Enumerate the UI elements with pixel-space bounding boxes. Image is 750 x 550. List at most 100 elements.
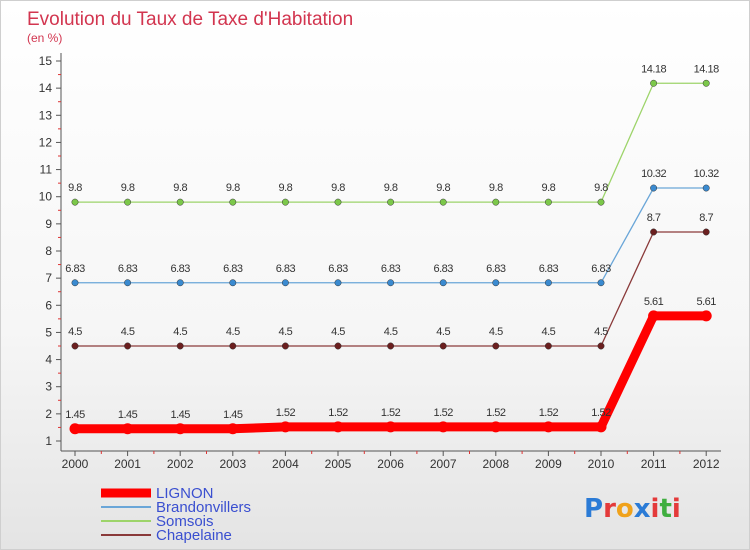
- data-point: [439, 279, 447, 287]
- data-point: [334, 279, 342, 287]
- data-label: 6.83: [276, 263, 296, 275]
- data-point: [229, 342, 237, 350]
- data-label: 4.5: [542, 326, 556, 338]
- x-tick-label: 2012: [693, 457, 720, 471]
- y-tick-label: 10: [39, 190, 53, 204]
- data-point: [702, 79, 710, 87]
- data-point: [650, 79, 658, 87]
- y-tick-label: 11: [40, 163, 53, 177]
- data-label: 4.5: [279, 326, 293, 338]
- data-point: [439, 342, 447, 350]
- data-label: 4.5: [121, 326, 135, 338]
- data-point: [71, 198, 79, 206]
- data-point: [597, 279, 605, 287]
- data-point: [650, 184, 658, 192]
- x-tick-label: 2002: [167, 457, 194, 471]
- x-tick-label: 2011: [641, 457, 667, 471]
- data-point: [648, 310, 660, 322]
- x-tick-label: 2010: [588, 457, 615, 471]
- data-point: [595, 421, 607, 433]
- data-point: [281, 342, 289, 350]
- legend-label: Brandonvillers: [156, 499, 251, 516]
- data-label: 1.45: [118, 409, 138, 421]
- data-label: 1.45: [65, 409, 85, 421]
- data-label: 8.7: [699, 212, 713, 224]
- data-label: 14.18: [694, 63, 719, 75]
- data-point: [650, 228, 658, 236]
- series-lignon: 1.45 1.45 1.45 1.45 1.52 1.52 1.52 1.52 1.52 1.52…: [65, 296, 717, 435]
- y-tick-label: 13: [39, 108, 53, 122]
- x-tick-label: 2001: [114, 457, 141, 471]
- x-tick-label: 2006: [377, 457, 404, 471]
- data-point: [332, 421, 344, 433]
- brand-letter: P: [584, 494, 603, 524]
- data-label: 9.8: [594, 182, 608, 194]
- y-tick-label: 12: [39, 135, 53, 149]
- legend-label: LIGNON: [156, 485, 214, 502]
- data-point: [124, 342, 132, 350]
- data-label: 9.8: [384, 182, 398, 194]
- brand-letter: o: [616, 494, 634, 524]
- data-point: [544, 342, 552, 350]
- brand-letter: i: [672, 494, 681, 524]
- data-label: 6.83: [65, 263, 85, 275]
- brand-letter: x: [634, 494, 651, 524]
- data-point: [281, 279, 289, 287]
- data-point: [176, 198, 184, 206]
- series-brandonvillers: 6.83 6.83 6.83 6.83 6.83 6.83 6.83 6.83 6.83 6.83…: [65, 168, 720, 287]
- data-point: [490, 421, 502, 433]
- series-chapelaine: 4.5 4.5 4.5 4.5 4.5 4.5 4.5 4.5 4.5 4.5 4.5 8.7 8.7: [68, 212, 714, 350]
- data-point: [492, 198, 500, 206]
- data-label: 5.61: [696, 296, 716, 308]
- data-point: [174, 423, 186, 435]
- data-label: 9.8: [68, 182, 82, 194]
- data-point: [229, 279, 237, 287]
- data-label: 1.52: [486, 407, 506, 419]
- data-point: [387, 279, 395, 287]
- data-label: 6.83: [170, 263, 190, 275]
- data-point: [334, 342, 342, 350]
- data-label: 6.83: [328, 263, 348, 275]
- data-point: [122, 423, 134, 435]
- data-point: [492, 279, 500, 287]
- y-tick-label: 4: [45, 353, 52, 367]
- data-point: [229, 198, 237, 206]
- data-point: [702, 228, 710, 236]
- data-point: [492, 342, 500, 350]
- data-label: 4.5: [226, 326, 240, 338]
- data-label: 9.8: [542, 182, 556, 194]
- data-label: 8.7: [647, 212, 661, 224]
- x-tick-label: 2003: [219, 457, 246, 471]
- data-point: [700, 310, 712, 322]
- y-tick-label: 15: [39, 54, 53, 68]
- data-point: [542, 421, 554, 433]
- data-label: 1.52: [381, 407, 401, 419]
- data-point: [702, 184, 710, 192]
- y-tick-label: 6: [45, 298, 52, 312]
- x-tick-label: 2005: [325, 457, 352, 471]
- x-tick-label: 2000: [62, 457, 89, 471]
- data-point: [227, 423, 239, 435]
- brand-letter: r: [603, 494, 616, 524]
- series-somsois: 9.8 9.8 9.8 9.8 9.8 9.8 9.8 9.8 9.8 9.8 9.8 14.18 14…: [68, 63, 720, 206]
- data-label: 9.8: [436, 182, 450, 194]
- data-label: 1.52: [539, 407, 559, 419]
- data-point: [71, 279, 79, 287]
- data-label: 9.8: [331, 182, 345, 194]
- data-label: 1.52: [591, 407, 611, 419]
- data-point: [439, 198, 447, 206]
- data-label: 4.5: [173, 326, 187, 338]
- data-label: 14.18: [641, 63, 666, 75]
- data-label: 6.83: [381, 263, 401, 275]
- data-point: [281, 198, 289, 206]
- y-tick-label: 3: [45, 380, 52, 394]
- data-label: 1.52: [433, 407, 453, 419]
- data-label: 6.83: [539, 263, 559, 275]
- data-label: 10.32: [641, 168, 666, 180]
- data-label: 4.5: [436, 326, 450, 338]
- data-point: [544, 279, 552, 287]
- y-tick-label: 9: [45, 217, 52, 231]
- data-point: [71, 342, 79, 350]
